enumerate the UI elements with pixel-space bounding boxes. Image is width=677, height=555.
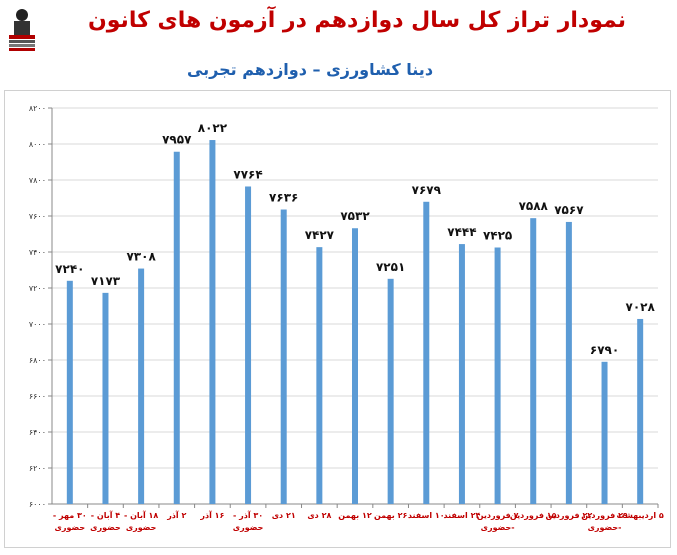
logo-icon xyxy=(6,6,38,52)
bar xyxy=(173,151,180,505)
bar xyxy=(245,186,252,505)
data-label: ۷۹۵۷ xyxy=(162,133,192,147)
x-tick-label: ۲۹ فروردین -حضوری xyxy=(581,511,628,532)
bar xyxy=(352,228,358,505)
bar xyxy=(565,221,572,504)
y-tick-label: ۷۴۰۰ xyxy=(29,248,46,257)
x-tick-label: ۲۸ دی xyxy=(307,511,331,520)
x-tick-label: ۵ اردیبهشت xyxy=(617,511,664,520)
bar xyxy=(316,247,323,504)
data-label: ۷۴۲۷ xyxy=(305,228,335,242)
x-tick-label: ۷ فروردین -حضوری xyxy=(477,511,519,532)
bar xyxy=(280,209,287,504)
bar xyxy=(637,318,644,504)
y-tick-label: ۷۸۰۰ xyxy=(29,176,46,185)
y-tick-label: ۷۲۰۰ xyxy=(29,284,46,293)
data-label: ۷۱۷۳ xyxy=(91,274,121,288)
x-tick-label: ۱۸ آبان -حضوری xyxy=(124,510,158,532)
bar xyxy=(138,268,145,504)
data-label: ۷۷۶۴ xyxy=(233,167,262,181)
chart-title: نمودار تراز کل سال دوازدهم در آزمون های … xyxy=(87,8,627,33)
chart-subtitle: دینا کشاورزی – دوازدهم تجربی xyxy=(186,60,434,79)
x-tick-label: ۲۱ دی xyxy=(272,511,296,520)
x-tick-label: ۲ آذر xyxy=(166,510,186,520)
x-tick-label: ۲۴ اسفند xyxy=(444,511,481,520)
data-label: ۶۷۹۰ xyxy=(590,343,619,357)
x-tick-label: ۲۶ بهمن xyxy=(374,511,408,520)
bar xyxy=(209,140,216,505)
x-tick-label: ۴ آبان -حضوری xyxy=(90,510,121,532)
y-tick-label: ۸۰۰۰ xyxy=(29,140,46,149)
x-tick-label: ۱۲ بهمن xyxy=(338,511,372,520)
bar xyxy=(66,280,73,504)
chart-frame xyxy=(4,90,671,548)
data-label: ۷۴۴۴ xyxy=(447,225,476,239)
y-tick-label: ۶۸۰۰ xyxy=(29,356,46,365)
bar xyxy=(423,201,430,504)
y-tick-label: ۶۶۰۰ xyxy=(29,392,46,401)
data-label: ۷۴۲۵ xyxy=(483,229,512,243)
data-label: ۷۲۴۰ xyxy=(55,262,84,276)
data-label: ۸۰۲۲ xyxy=(198,121,228,135)
data-label: ۷۵۸۸ xyxy=(519,199,549,213)
data-label: ۷۵۶۷ xyxy=(554,203,584,217)
data-label: ۷۵۳۲ xyxy=(340,209,370,223)
bar xyxy=(530,218,537,504)
bar xyxy=(601,361,608,504)
data-label: ۷۲۵۱ xyxy=(376,260,405,274)
y-tick-label: ۶۰۰۰ xyxy=(29,500,46,509)
bar xyxy=(494,247,501,504)
bar xyxy=(387,278,394,504)
x-tick-label: ۲۲ فروردین xyxy=(546,511,593,520)
data-label: ۷۳۰۸ xyxy=(126,250,156,264)
x-tick-label: ۳۰ مهر -حضوری xyxy=(53,511,87,532)
y-tick-label: ۷۶۰۰ xyxy=(29,212,46,221)
y-tick-label: ۸۲۰۰ xyxy=(29,104,46,113)
bar xyxy=(458,244,465,504)
x-tick-label: ۱۰ اسفند xyxy=(408,511,445,520)
bar xyxy=(102,292,109,504)
data-label: ۷۶۳۶ xyxy=(269,191,298,205)
x-tick-label: ۳۰ آذر -حضوری xyxy=(233,510,264,532)
y-tick-label: ۷۰۰۰ xyxy=(29,320,46,329)
y-tick-label: ۶۴۰۰ xyxy=(29,428,46,437)
x-tick-label: ۱۶ آذر xyxy=(199,510,224,520)
data-label: ۷۰۲۸ xyxy=(626,300,656,314)
y-tick-label: ۶۲۰۰ xyxy=(29,464,46,473)
x-tick-label: ۱۵ فروردین xyxy=(510,511,557,520)
data-label: ۷۶۷۹ xyxy=(412,183,442,197)
